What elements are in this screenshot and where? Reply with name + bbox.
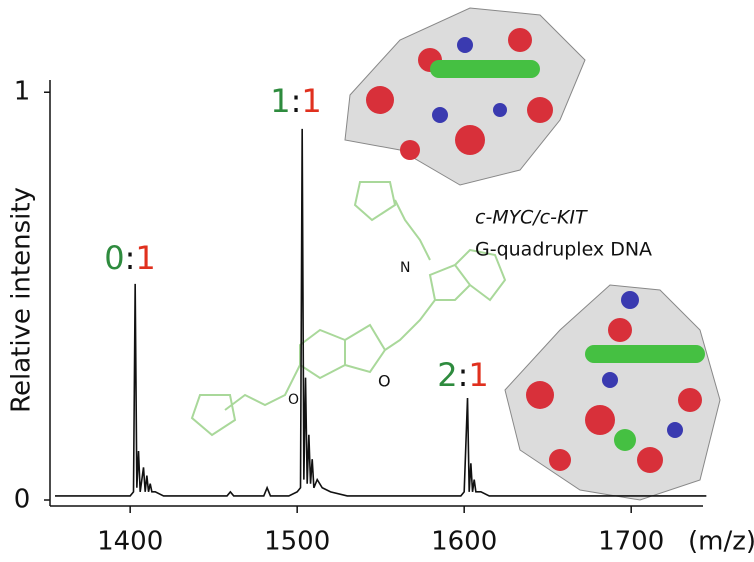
x-tick-label: 1500 [264, 527, 330, 557]
svg-text:O: O [288, 392, 299, 408]
peak-label-part: 2 [437, 356, 457, 394]
dna-label-italic: c-MYC/c-KIT [475, 207, 588, 229]
peak-label: 2:1 [437, 356, 489, 394]
peak-label-part: 1 [468, 356, 488, 394]
molecule-sketch: O O N [190, 181, 507, 437]
x-axis-label: (m/z) [688, 527, 754, 557]
svg-text:N: N [400, 260, 410, 276]
peak-label-part: : [125, 239, 136, 277]
dna-structure-bottom [504, 284, 721, 501]
peak-label-part: : [291, 82, 302, 120]
peak-label-part: 1 [301, 82, 321, 120]
peak-label: 1:1 [270, 82, 322, 120]
peak-label: 0:1 [104, 239, 156, 277]
peak-label-part: : [458, 356, 469, 394]
x-tick-label: 1400 [97, 527, 163, 557]
dna-label: G-quadruplex DNA [475, 239, 652, 261]
dna-structure-top [344, 7, 586, 186]
y-tick-label: 0 [14, 485, 31, 515]
x-tick-label: 1700 [598, 527, 664, 557]
peak-label-part: 0 [104, 239, 124, 277]
y-tick-label: 1 [14, 77, 31, 107]
svg-text:O: O [378, 372, 391, 391]
y-axis-label: Relative intensity [7, 187, 37, 413]
spectrum-line [55, 128, 707, 497]
x-tick-label: 1600 [431, 527, 497, 557]
peak-label-part: 1 [270, 82, 290, 120]
peak-label-part: 1 [135, 239, 155, 277]
